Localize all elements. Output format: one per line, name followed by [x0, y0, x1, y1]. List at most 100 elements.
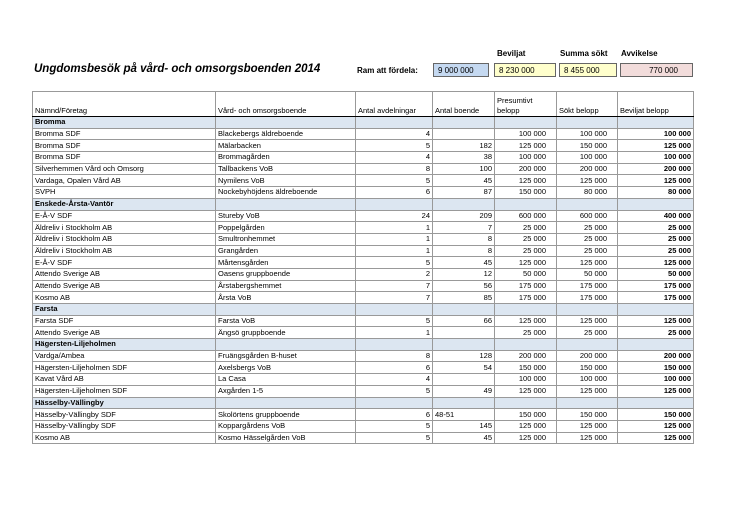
cell: 85 — [432, 291, 495, 304]
cell: 100 000 — [556, 151, 618, 164]
cell: 50 000 — [556, 267, 618, 281]
cell: 1 — [355, 244, 433, 258]
data-row: Silverhemmen Vård och Omsorg Tallbackens … — [32, 162, 694, 176]
cell: 100 — [432, 162, 495, 176]
cell: 8 — [432, 244, 495, 258]
cell: 50 000 — [494, 267, 557, 281]
cell: 100 000 — [556, 373, 618, 386]
cell: Bromma SDF — [32, 139, 216, 153]
cell: 125 000 — [556, 431, 618, 445]
data-row: Attendo Sverige AB Oasens gruppboende 2 12 5… — [32, 267, 694, 281]
cell: Årsta VoB — [215, 291, 356, 304]
cell: 100 000 — [617, 373, 694, 386]
cell: 125 000 — [494, 314, 557, 328]
data-row: E-Å-V SDF Mårtensgården 5 45 125 000 125 000 1… — [32, 256, 694, 269]
cell: 150 000 — [556, 361, 618, 375]
cell: Oasens gruppboende — [215, 267, 356, 281]
cell: 25 000 — [556, 244, 618, 258]
cell: 6 — [355, 186, 433, 199]
cell: 150 000 — [556, 408, 618, 421]
cell: 25 000 — [617, 221, 694, 234]
cell: 125 000 — [617, 139, 694, 153]
cell: 125 000 — [556, 419, 618, 433]
data-row: Farsta SDF Farsta VoB 5 66 125 000 125 000 125… — [32, 314, 694, 328]
group-cell — [556, 396, 618, 410]
cell: 6 — [355, 408, 433, 421]
column-header: Nämnd/Företag — [32, 91, 216, 117]
cell: 200 000 — [556, 162, 618, 176]
group-cell — [494, 396, 557, 410]
data-row: Vardaga, Opalen Vård AB Nymilens VoB 5 45 12… — [32, 174, 694, 188]
cell: 182 — [432, 139, 495, 153]
cell: Brommagården — [215, 151, 356, 164]
cell: 175 000 — [556, 291, 618, 304]
cell: 125 000 — [494, 419, 557, 433]
budget-table: Nämnd/Företag Vård- och omsorgsboende Anta… — [32, 91, 694, 445]
cell: 150 000 — [494, 361, 557, 375]
cell: Fruängsgården B-huset — [215, 349, 356, 363]
group-cell — [617, 116, 694, 129]
cell: Vardaga, Opalen Vård AB — [32, 174, 216, 188]
data-row: Kavat Vård AB La Casa 4 100 000 100 000 100 0… — [32, 373, 694, 386]
cell: 4 — [355, 151, 433, 164]
cell: 200 000 — [617, 349, 694, 363]
group-cell — [556, 303, 618, 316]
cell: 4 — [355, 127, 433, 141]
cell: 56 — [432, 279, 495, 293]
cell: 125 000 — [617, 314, 694, 328]
cell: 125 000 — [494, 431, 557, 445]
group-row: Enskede-Årsta-Vantör — [32, 197, 694, 211]
group-cell — [432, 197, 495, 211]
group-cell — [432, 396, 495, 410]
group-cell — [556, 116, 618, 129]
group-cell — [355, 116, 433, 129]
cell: 125 000 — [617, 174, 694, 188]
group-cell — [617, 303, 694, 316]
group-cell — [355, 303, 433, 316]
group-cell — [494, 338, 557, 351]
data-row: SVPH Nockebyhöjdens äldreboende 6 87 150 000… — [32, 186, 694, 199]
group-cell — [556, 338, 618, 351]
data-row: Bromma SDF Brommagården 4 38 100 000 100 000 1… — [32, 151, 694, 164]
cell: 6 — [355, 361, 433, 375]
cell: 100 000 — [494, 373, 557, 386]
group-cell — [355, 338, 433, 351]
cell: Kosmo AB — [32, 431, 216, 445]
cell: 125 000 — [617, 384, 694, 398]
cell: E-Å-V SDF — [32, 209, 216, 223]
cell: Skolörtens gruppboende — [215, 408, 356, 421]
data-row: E-Å-V SDF Stureby VoB 24 209 600 000 600 000 4… — [32, 209, 694, 223]
cell: Årstabergshemmet — [215, 279, 356, 293]
cell: Hägersten-Liljeholmen SDF — [32, 361, 216, 375]
cell: 600 000 — [556, 209, 618, 223]
cell: 25 000 — [494, 221, 557, 234]
group-cell — [432, 338, 495, 351]
group-cell — [215, 303, 356, 316]
cell: 54 — [432, 361, 495, 375]
cell: 100 000 — [617, 127, 694, 141]
cell: 150 000 — [494, 186, 557, 199]
cell: 400 000 — [617, 209, 694, 223]
cell: Grangården — [215, 244, 356, 258]
cell: 25 000 — [617, 326, 694, 340]
data-row: Attendo Sverige AB Ängsö gruppboende 1 25 0… — [32, 326, 694, 340]
cell: 175 000 — [617, 291, 694, 304]
column-header: Vård- och omsorgsboende — [215, 91, 356, 117]
group-cell — [355, 197, 433, 211]
cell: 100 000 — [617, 151, 694, 164]
summary-value: 8 455 000 — [559, 63, 617, 77]
column-header: Sökt belopp — [556, 91, 618, 117]
cell: 66 — [432, 314, 495, 328]
data-row: Äldreliv i Stockholm AB Smultronhemmet 1 8 2… — [32, 232, 694, 246]
group-cell — [432, 303, 495, 316]
data-row: Äldreliv i Stockholm AB Poppelgården 1 7 25 … — [32, 221, 694, 234]
cell: 209 — [432, 209, 495, 223]
cell: 45 — [432, 174, 495, 188]
cell: Attendo Sverige AB — [32, 279, 216, 293]
cell: 49 — [432, 384, 495, 398]
cell: 128 — [432, 349, 495, 363]
cell: E-Å-V SDF — [32, 256, 216, 269]
data-row: Hägersten-Liljeholmen SDF Axelsbergs VoB 6… — [32, 361, 694, 375]
group-cell — [215, 338, 356, 351]
cell: 125 000 — [617, 256, 694, 269]
